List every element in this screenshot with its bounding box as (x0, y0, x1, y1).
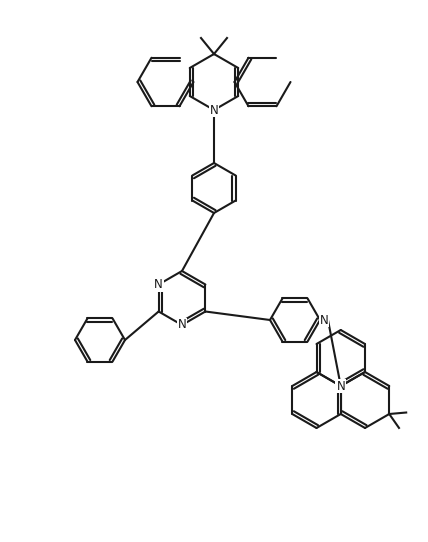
Text: N: N (320, 313, 328, 326)
Text: N: N (336, 379, 345, 392)
Text: N: N (210, 104, 218, 117)
Text: N: N (154, 278, 163, 291)
Text: N: N (178, 319, 186, 332)
